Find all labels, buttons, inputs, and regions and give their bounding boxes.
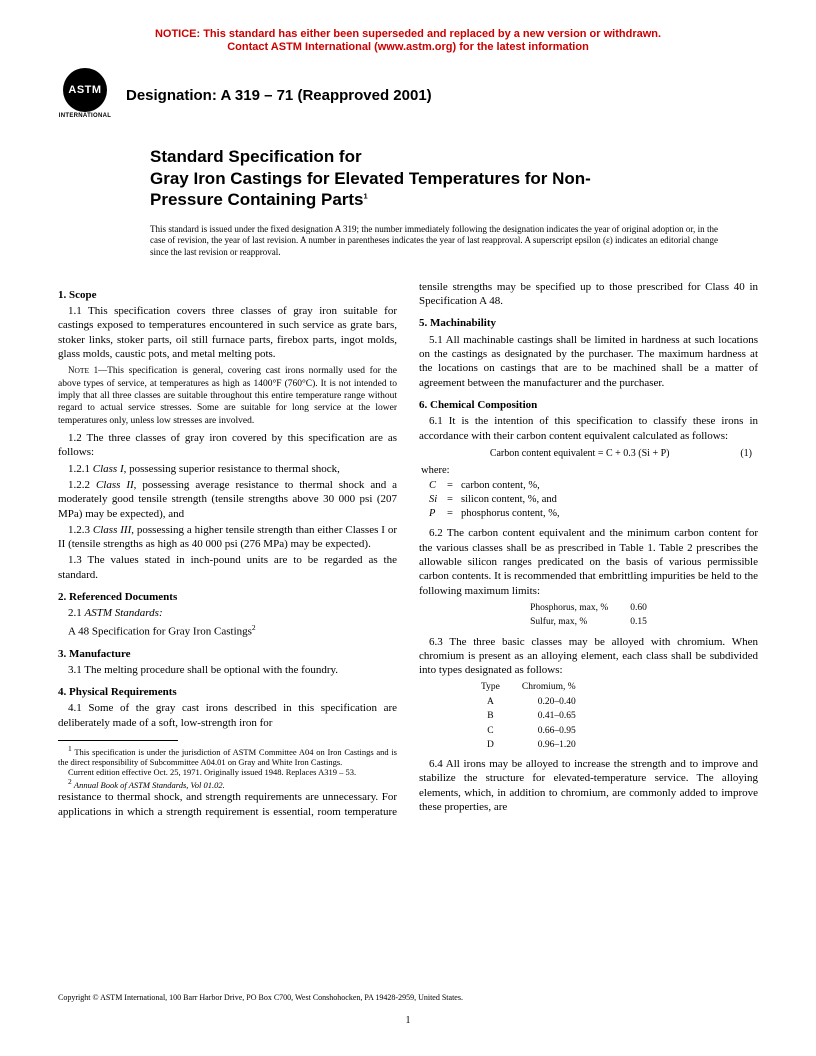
p-1-1: 1.1 This specification covers three clas… [58,304,397,361]
p-2-1: 2.1 ASTM Standards: [58,606,397,620]
sec-4-head: 4. Physical Requirements [58,685,397,699]
footnote-rule [58,740,178,741]
types-table: TypeChromium, % A0.20–0.40 B0.41–0.65 C0… [479,679,578,753]
sec-5-head: 5. Machinability [419,316,758,330]
p-1-2-2: 1.2.2 Class II, possessing average resis… [58,478,397,521]
p-1-3: 1.3 The values stated in inch-pound unit… [58,553,397,582]
body-columns: 1. Scope 1.1 This specification covers t… [58,280,758,819]
logo-sub: INTERNATIONAL [59,113,111,121]
p-4-1a: 4.1 Some of the gray cast irons describe… [58,701,397,730]
astm-logo: ASTM INTERNATIONAL [58,68,112,122]
limits-table: Phosphorus, max, %0.60 Sulfur, max, %0.1… [528,600,649,631]
footnote-2: 2 Annual Book of ASTM Standards, Vol 01.… [58,777,397,790]
title-block: Standard Specification for Gray Iron Cas… [150,146,758,210]
copyright: Copyright © ASTM International, 100 Barr… [58,993,758,1002]
where-label: where: [421,464,758,478]
formula-1: Carbon content equivalent = C + 0.3 (Si … [419,447,758,460]
footnote-ref-1: 1 [364,191,368,200]
p-1-2-3: 1.2.3 Class III, possessing a higher ten… [58,523,397,552]
p-3-1: 3.1 The melting procedure shall be optio… [58,663,397,677]
designation: Designation: A 319 – 71 (Reapproved 2001… [126,86,432,106]
where-list: C=carbon content, %, Si=silicon content,… [429,479,758,520]
footnote-1: 1 This specification is under the jurisd… [58,744,397,767]
p-6-3: 6.3 The three basic classes may be alloy… [419,635,758,678]
issuance-note: This standard is issued under the fixed … [150,224,718,258]
notice-line1: NOTICE: This standard has either been su… [155,28,661,40]
footnote-1b: Current edition effective Oct. 25, 1971.… [58,767,397,777]
logo-circle: ASTM [63,68,107,112]
p-6-1: 6.1 It is the intention of this specific… [419,414,758,443]
header: ASTM INTERNATIONAL Designation: A 319 – … [58,68,758,122]
sec-2-head: 2. Referenced Documents [58,590,397,604]
p-2-a48: A 48 Specification for Gray Iron Casting… [58,623,397,639]
p-1-2-1: 1.2.1 Class I, possessing superior resis… [58,462,397,476]
sec-3-head: 3. Manufacture [58,647,397,661]
title: Standard Specification for Gray Iron Cas… [150,146,758,210]
p-6-4: 6.4 All irons may be alloyed to increase… [419,757,758,814]
footnote-block: 1 This specification is under the jurisd… [58,740,397,790]
sec-1-head: 1. Scope [58,288,397,302]
notice-line2: Contact ASTM International (www.astm.org… [227,41,589,53]
page-number: 1 [0,1015,816,1026]
page: NOTICE: This standard has either been su… [0,0,816,859]
sec-6-head: 6. Chemical Composition [419,398,758,412]
p-1-2: 1.2 The three classes of gray iron cover… [58,431,397,460]
notice-banner: NOTICE: This standard has either been su… [58,28,758,54]
note-1: NOTE 1—This specification is general, co… [58,365,397,427]
p-5-1: 5.1 All machinable castings shall be lim… [419,333,758,390]
p-6-2: 6.2 The carbon content equivalent and th… [419,526,758,597]
